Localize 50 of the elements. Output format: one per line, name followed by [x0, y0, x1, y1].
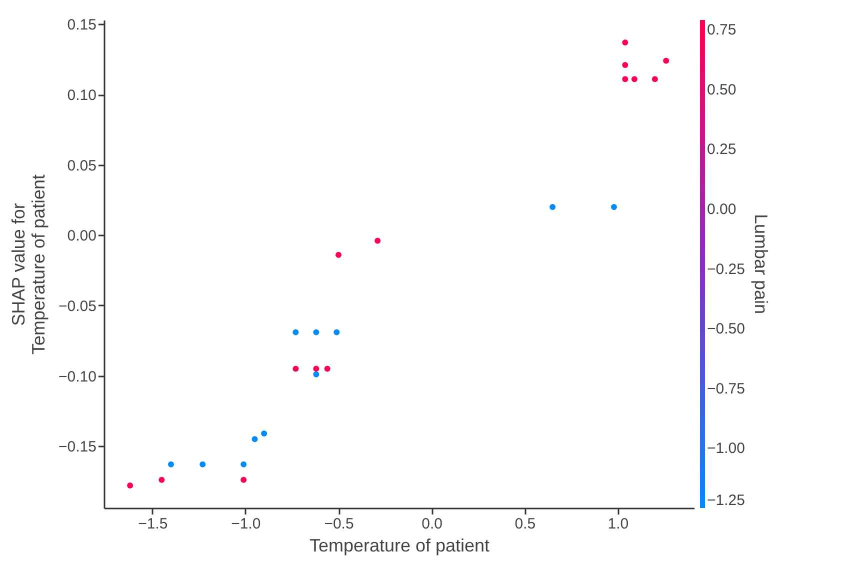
point: [610, 204, 617, 210]
color-bar-label: −0.25: [707, 260, 745, 278]
color-bar-label: 0.75: [707, 22, 736, 39]
x-tick-label: 0.5: [514, 516, 536, 532]
color-bar-label: −1.25: [707, 492, 745, 509]
color-bar-label: −1.00: [707, 440, 745, 458]
point: [631, 76, 638, 82]
y-tick-label: −0.05: [58, 298, 96, 315]
color-bar-label: −0.75: [707, 380, 745, 398]
point: [127, 482, 134, 488]
point: [313, 329, 320, 336]
point: [313, 371, 320, 378]
point: [168, 461, 174, 468]
y-tick-label: 0.15: [67, 16, 96, 34]
point: [200, 461, 206, 468]
point: [158, 476, 165, 483]
point: [622, 62, 628, 68]
y-axis-title: SHAP value for Temperature of patient: [8, 174, 49, 355]
y-tick-label: −0.15: [58, 438, 96, 456]
point: [374, 238, 381, 244]
point: [292, 366, 299, 372]
x-tick-label: −0.5: [324, 516, 354, 532]
point: [622, 76, 628, 82]
point: [240, 461, 247, 468]
point: [324, 366, 330, 372]
point: [336, 252, 342, 258]
point: [622, 40, 628, 46]
y-tick-label: 0.05: [67, 157, 96, 174]
point: [292, 329, 299, 336]
x-tick-label: −1.0: [231, 516, 261, 532]
y-tick-label: 0.00: [67, 228, 96, 245]
color-bar-label: 0.50: [707, 81, 736, 98]
point: [240, 476, 247, 483]
point: [261, 430, 268, 436]
y-tick-label: −0.10: [58, 368, 96, 386]
x-axis-title: Temperature of patient: [309, 536, 490, 556]
point: [663, 58, 670, 64]
point: [334, 329, 340, 336]
color-bar-label: 0.25: [707, 141, 736, 158]
x-tick-label: 0.0: [422, 516, 442, 532]
y-tick-label: 0.10: [67, 87, 96, 104]
color-bar-label: −0.50: [707, 320, 745, 338]
point: [652, 76, 658, 82]
color-bar-title: Lumbar pain: [751, 214, 771, 314]
x-tick-label: 1.0: [608, 516, 629, 532]
point: [252, 436, 258, 442]
color-bar-label: 0.00: [707, 200, 736, 218]
x-tick-label: −1.5: [138, 516, 168, 532]
point: [313, 366, 320, 372]
point: [550, 204, 556, 210]
